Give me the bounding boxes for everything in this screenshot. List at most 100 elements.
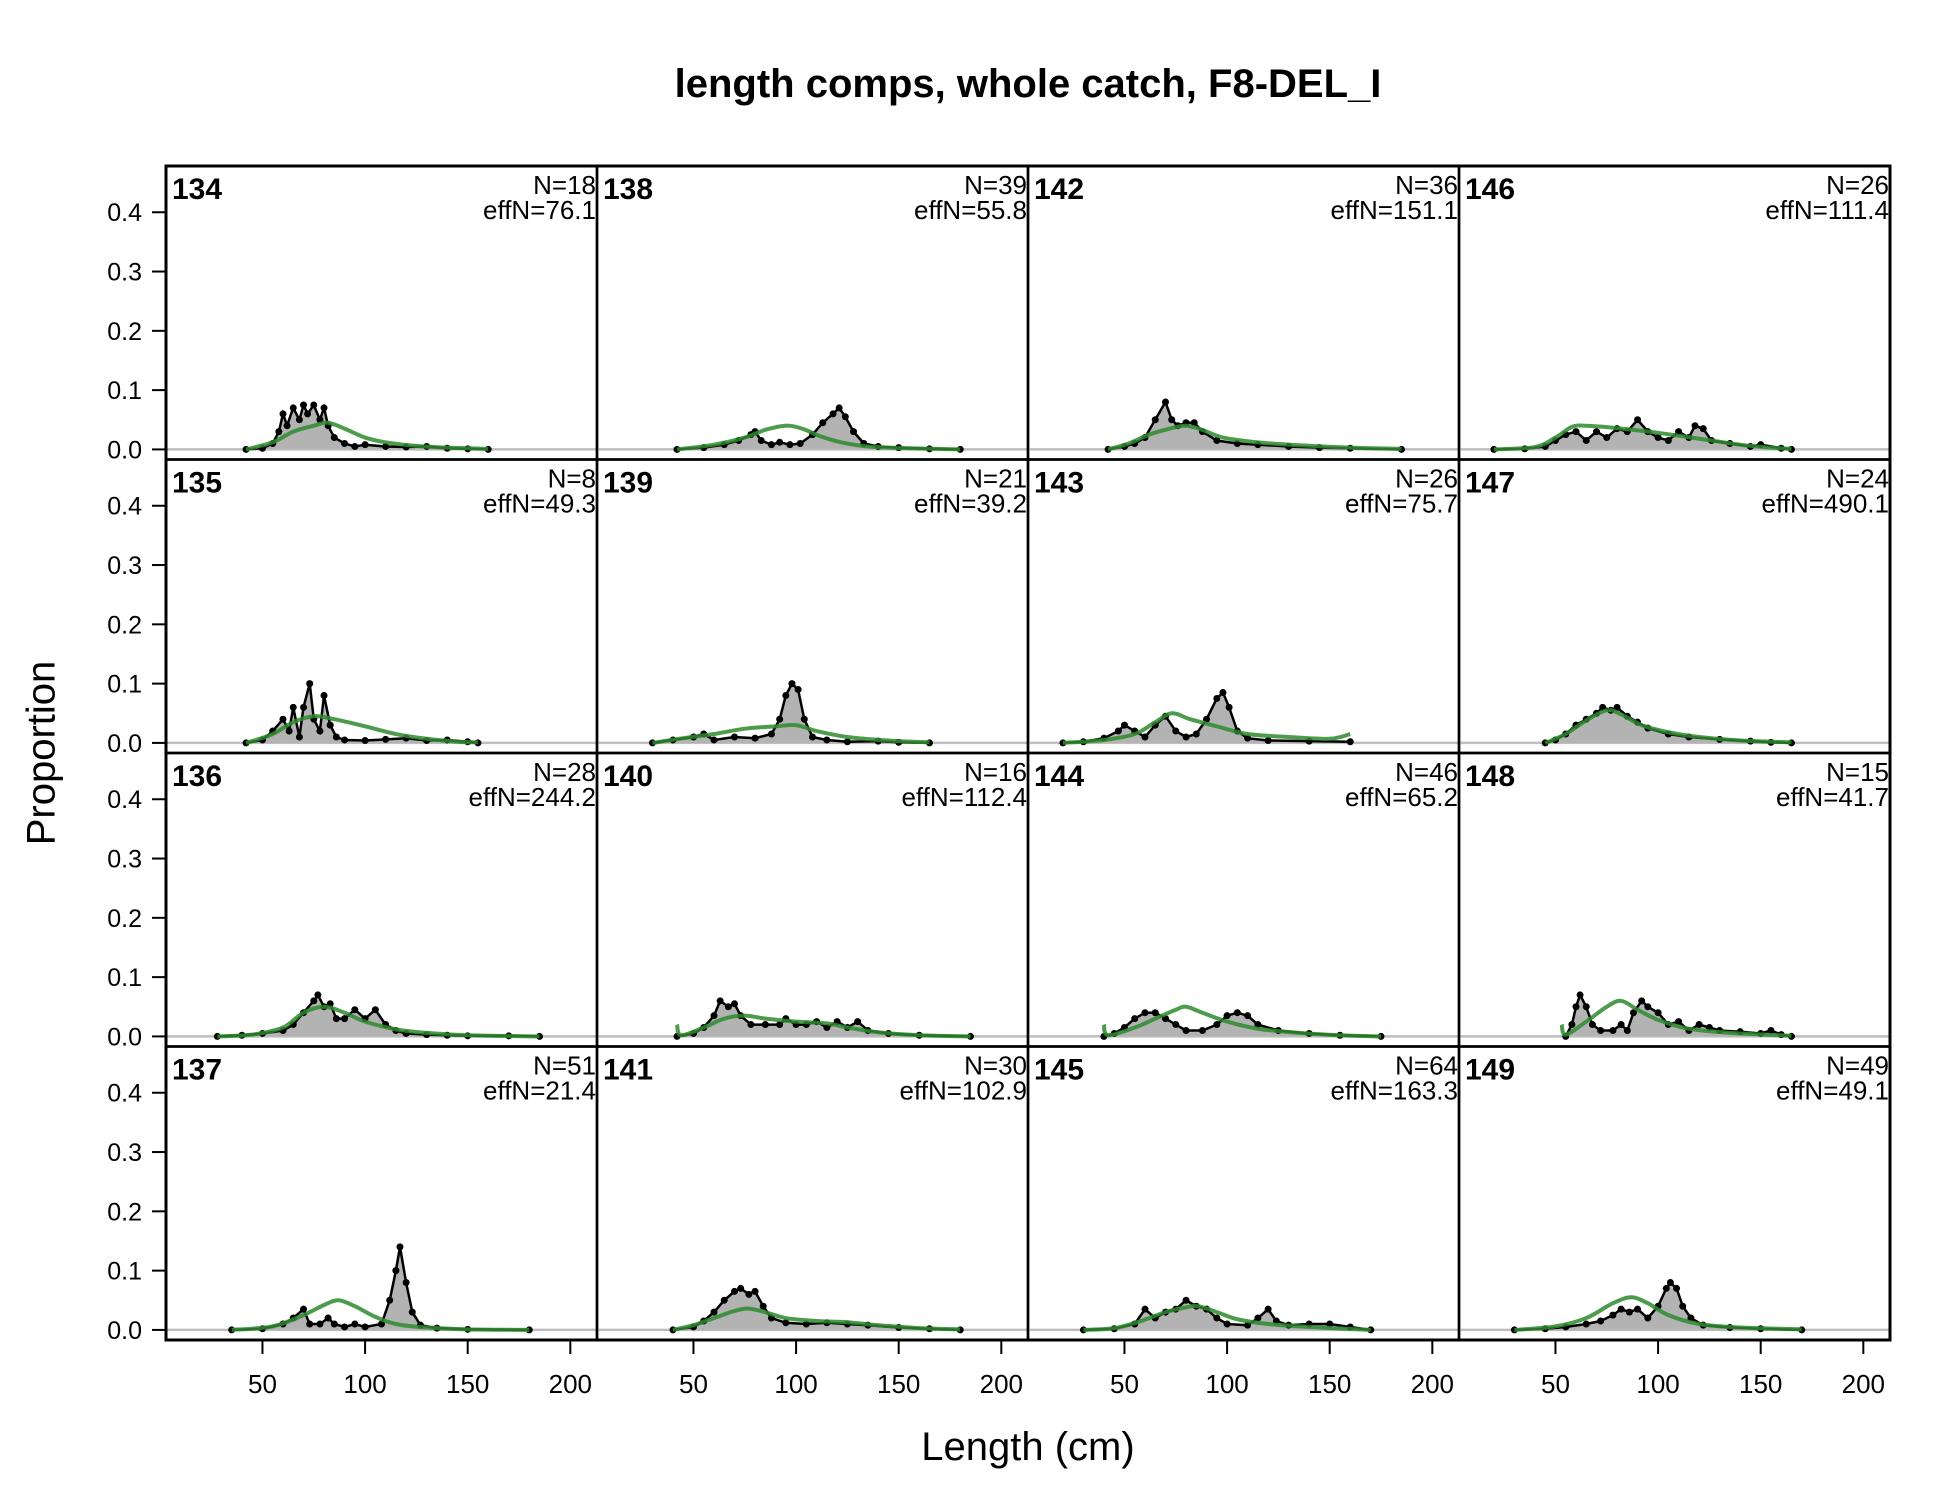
observed-point: [1572, 1003, 1580, 1011]
observed-point: [1326, 1320, 1334, 1328]
observed-point: [1172, 1021, 1180, 1029]
panel-label: 138: [603, 173, 653, 206]
observed-point: [1151, 416, 1159, 424]
observed-point: [1182, 1296, 1190, 1304]
x-tick-label: 200: [549, 1369, 592, 1399]
observed-point: [1609, 1026, 1617, 1034]
panel-label: 149: [1465, 1054, 1515, 1087]
panel-label: 140: [603, 760, 653, 793]
observed-point: [796, 439, 804, 447]
sample-size-label: N=24: [1826, 464, 1889, 494]
y-tick-label: 0.4: [107, 493, 142, 521]
x-tick-label: 100: [1205, 1369, 1248, 1399]
effective-n-label: effN=49.1: [1776, 1076, 1889, 1106]
observed-point: [1225, 703, 1233, 711]
x-tick-label: 100: [774, 1369, 817, 1399]
expected-line: [1514, 1295, 1802, 1332]
observed-point: [1679, 1302, 1687, 1310]
observed-point: [850, 428, 858, 436]
observed-point: [757, 437, 765, 445]
observed-point: [1613, 703, 1621, 711]
observed-point: [1654, 1009, 1662, 1017]
y-tick-label: 0.0: [107, 1023, 142, 1051]
x-tick-label: 200: [980, 1369, 1023, 1399]
effective-n-label: effN=21.4: [483, 1076, 596, 1106]
sample-size-label: N=46: [1395, 757, 1458, 787]
observed-point: [332, 1015, 340, 1023]
observed-point: [835, 404, 843, 412]
observed-point: [751, 734, 759, 742]
observed-area: [1062, 692, 1351, 743]
observed-point: [320, 691, 328, 699]
observed-point: [794, 686, 802, 694]
x-tick-label: 50: [679, 1369, 708, 1399]
observed-point: [1213, 1021, 1221, 1029]
observed-point: [392, 1267, 400, 1275]
x-tick-label: 100: [1636, 1369, 1679, 1399]
observed-point: [1582, 1320, 1590, 1328]
observed-point: [731, 1000, 739, 1008]
observed-point: [1597, 1317, 1605, 1325]
x-tick-label: 50: [1541, 1369, 1570, 1399]
effective-n-label: effN=112.4: [901, 782, 1027, 812]
observed-point: [1182, 1026, 1190, 1034]
observed-point: [776, 715, 784, 723]
observed-point: [326, 721, 334, 729]
observed-area: [1083, 1300, 1371, 1330]
expected-line: [231, 1298, 530, 1332]
observed-point: [1182, 733, 1190, 741]
panel-label: 135: [172, 467, 222, 500]
y-tick-label: 0.4: [107, 199, 142, 227]
observed-point: [1568, 1021, 1576, 1029]
observed-point: [1244, 734, 1252, 742]
expected-line: [675, 1013, 971, 1039]
observed-line: [231, 1246, 530, 1332]
panel-label: 144: [1034, 760, 1084, 793]
observed-point: [1151, 1009, 1159, 1017]
observed-point: [1687, 1314, 1695, 1322]
observed-point: [1582, 1003, 1590, 1011]
observed-point: [279, 410, 287, 418]
observed-point: [800, 715, 808, 723]
observed-point: [1172, 727, 1180, 735]
expected-line: [1062, 711, 1351, 745]
expected-line: [676, 423, 961, 452]
expected-line: [652, 722, 930, 745]
sample-size-label: N=28: [533, 757, 596, 787]
observed-point: [332, 733, 340, 741]
observed-point: [1767, 1026, 1775, 1034]
panel-label: 137: [172, 1054, 222, 1087]
observed-point: [386, 1296, 394, 1304]
observed-point: [361, 737, 369, 745]
observed-area: [1514, 1282, 1802, 1330]
observed-point: [351, 1320, 359, 1328]
effective-n-label: effN=65.2: [1345, 782, 1458, 812]
effective-n-label: effN=75.7: [1345, 489, 1458, 519]
sample-size-label: N=8: [548, 464, 596, 494]
observed-point: [310, 401, 318, 409]
chart-title: length comps, whole catch, F8-DEL_I: [674, 62, 1382, 106]
observed-point: [1673, 1284, 1681, 1292]
observed-point: [759, 1302, 767, 1310]
observed-point: [1593, 428, 1601, 436]
observed-point: [1233, 1009, 1241, 1017]
observed-point: [361, 1323, 369, 1331]
observed-point: [371, 1006, 379, 1014]
observed-point: [361, 441, 369, 449]
sample-size-label: N=49: [1826, 1051, 1889, 1081]
x-tick-label: 150: [446, 1369, 489, 1399]
effective-n-label: effN=163.3: [1331, 1076, 1458, 1106]
y-tick-label: 0.1: [107, 964, 142, 992]
observed-point: [306, 1320, 314, 1328]
observed-point: [1203, 715, 1211, 723]
observed-point: [1219, 689, 1227, 697]
observed-area: [1545, 707, 1792, 743]
observed-point: [737, 1284, 745, 1292]
observed-point: [710, 1012, 718, 1020]
panel-label: 143: [1034, 467, 1084, 500]
observed-point: [1141, 733, 1149, 741]
